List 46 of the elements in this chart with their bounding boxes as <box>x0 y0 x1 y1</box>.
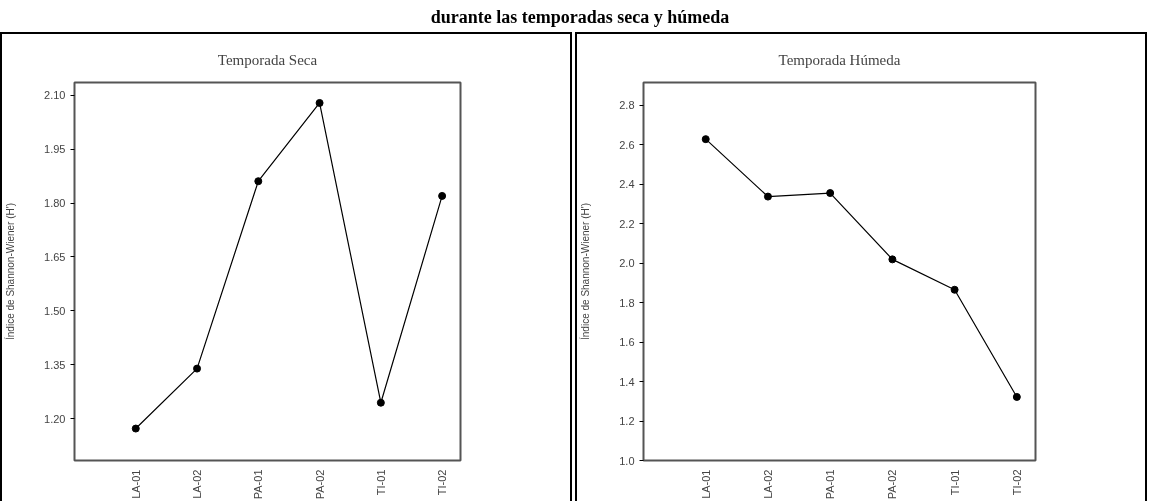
y-axis-title: Índice de Shannon-Wiener (H') <box>4 203 17 340</box>
point <box>376 398 385 407</box>
y-axis-title: Índice de Shannon-Wiener (H') <box>579 203 592 340</box>
y-tick-label: 1.65 <box>44 250 66 263</box>
y-tick-label: 2.4 <box>619 178 635 191</box>
point <box>826 189 835 198</box>
y-tick-label: 2.6 <box>619 138 635 151</box>
y-tick-label: 1.6 <box>619 336 635 349</box>
y-tick-label: 1.50 <box>44 304 66 317</box>
point <box>131 424 140 433</box>
point <box>315 98 324 107</box>
point <box>254 177 263 186</box>
chart-title: Temporada Húmeda <box>778 51 901 68</box>
x-tick-label: TI-02 <box>436 469 449 496</box>
point <box>438 191 447 200</box>
x-tick-label: LA-01 <box>129 469 142 499</box>
point <box>1012 392 1021 401</box>
x-tick-label: PA-01 <box>252 469 265 500</box>
text: durante las temporadas seca y húmeda <box>430 6 730 29</box>
chart-title: Temporada Seca <box>217 51 318 68</box>
y-tick-label: 2.2 <box>619 217 635 230</box>
x-tick-label: LA-01 <box>699 469 712 499</box>
y-tick-label: 1.80 <box>44 197 66 210</box>
x-tick-label: PA-02 <box>313 469 326 500</box>
y-tick-label: 1.35 <box>44 358 66 371</box>
x-tick-label: PA-01 <box>824 469 837 500</box>
y-tick-label: 2.10 <box>44 89 66 102</box>
point <box>701 135 710 144</box>
x-tick-label: PA-02 <box>886 469 899 500</box>
y-tick-label: 1.0 <box>619 454 635 467</box>
y-tick-label: 2.8 <box>619 99 635 112</box>
point <box>888 255 897 264</box>
y-tick-label: 1.8 <box>619 296 635 309</box>
y-tick-label: 1.4 <box>619 375 635 388</box>
x-tick-label: TI-01 <box>948 469 961 496</box>
point <box>763 192 772 201</box>
point <box>950 285 959 294</box>
y-tick-label: 1.20 <box>44 412 66 425</box>
y-tick-label: 1.95 <box>44 143 66 156</box>
x-tick-label: LA-02 <box>761 469 774 499</box>
y-tick-label: 1.2 <box>619 415 635 428</box>
x-tick-label: LA-02 <box>191 469 204 499</box>
x-tick-label: TI-02 <box>1010 469 1023 496</box>
y-tick-label: 2.0 <box>619 257 635 270</box>
x-tick-label: TI-01 <box>374 469 387 496</box>
point <box>193 364 202 373</box>
